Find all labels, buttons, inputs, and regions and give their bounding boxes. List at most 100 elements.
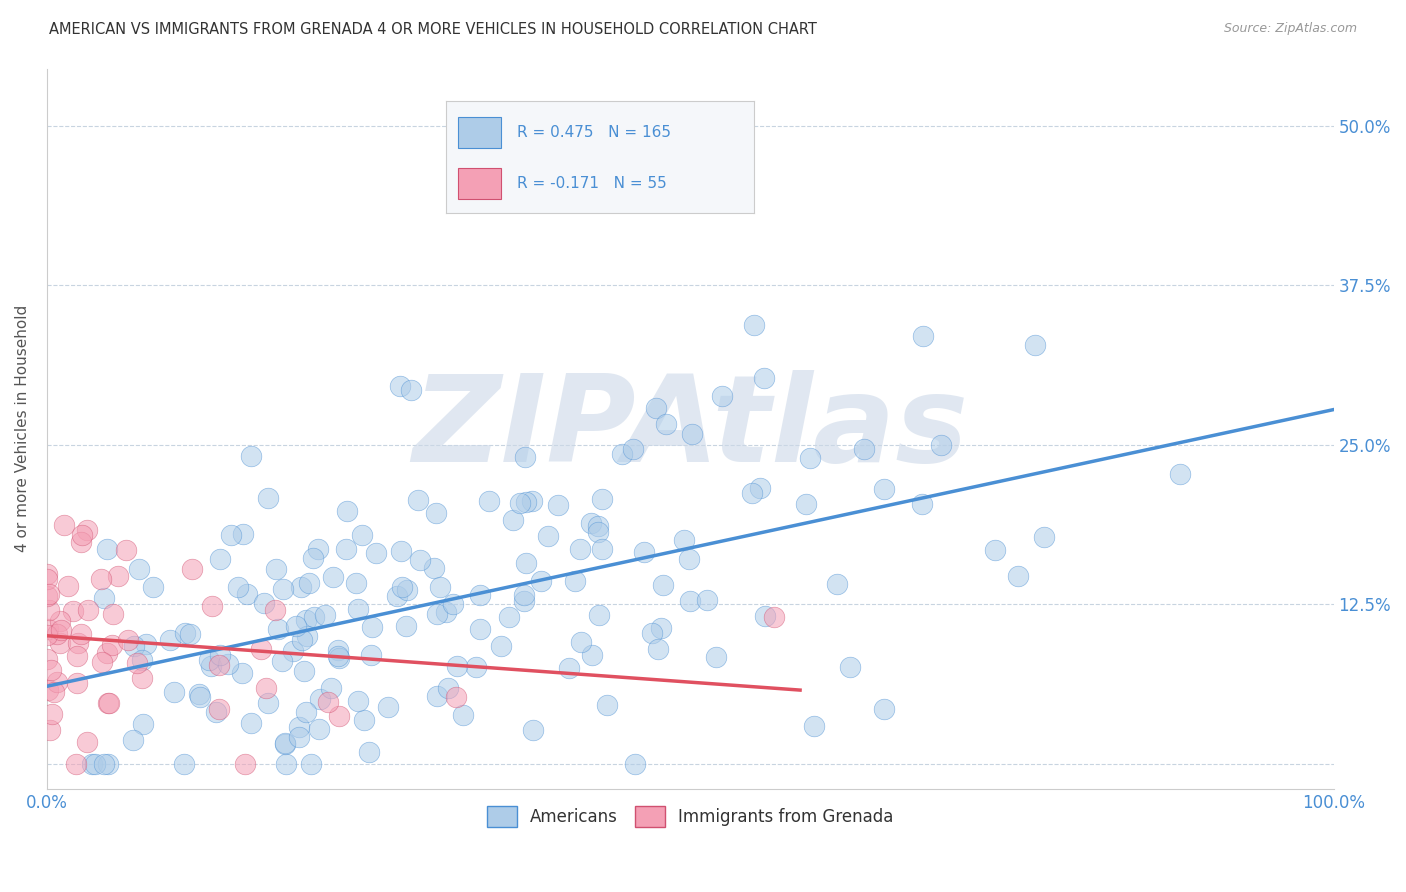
Point [641,626,664,640]
Point [655,417,678,431]
Point [678,552,700,566]
Point [35,589,58,603]
Point [219,527,242,541]
Point [179,627,201,641]
Point [588,608,610,623]
Point [121,733,143,747]
Point [509,496,531,510]
Point [209,552,232,566]
Point [65,756,87,771]
Point [62,604,84,618]
Point [231,666,253,681]
Point [37,572,59,586]
Point [66,636,89,650]
Point [181,561,204,575]
Point [276,756,298,771]
Point [322,570,344,584]
Point [513,450,536,464]
Point [236,587,259,601]
Point [208,701,231,715]
Point [441,597,464,611]
Point [96,646,118,660]
Point [37,622,59,636]
Point [201,599,224,614]
Point [838,660,860,674]
Point [66,648,89,663]
Point [39,723,62,737]
Point [596,698,619,712]
Point [389,544,412,558]
Point [308,722,330,736]
Point [35,628,58,642]
Point [468,622,491,636]
Point [49,614,72,628]
Point [35,652,58,666]
Point [292,664,315,678]
Point [208,648,231,662]
Point [591,541,613,556]
Point [754,370,776,384]
Point [377,699,399,714]
Point [1033,530,1056,544]
Point [754,608,776,623]
Point [299,756,322,771]
Point [696,593,718,607]
Point [56,579,79,593]
Point [233,756,256,771]
Point [679,593,702,607]
Point [271,582,294,597]
Point [298,576,321,591]
Point [498,610,520,624]
Point [38,603,60,617]
Text: AMERICAN VS IMMIGRANTS FROM GRENADA 4 OR MORE VEHICLES IN HOUSEHOLD CORRELATION : AMERICAN VS IMMIGRANTS FROM GRENADA 4 OR… [49,22,817,37]
Point [912,329,935,343]
Point [645,401,668,415]
Point [624,756,647,771]
Point [103,607,125,621]
Point [558,661,581,675]
Point [257,491,280,505]
Point [76,735,98,749]
Point [308,692,330,706]
Point [464,660,486,674]
Point [38,586,60,600]
Point [360,620,382,634]
Point [444,690,467,704]
Point [647,642,669,657]
Point [803,719,825,733]
Point [346,601,368,615]
Point [1007,568,1029,582]
Point [672,533,695,547]
Point [70,528,93,542]
Point [253,596,276,610]
Point [328,709,350,723]
Point [763,610,786,624]
Point [468,588,491,602]
Point [825,576,848,591]
Point [741,485,763,500]
Point [853,442,876,457]
Point [290,580,312,594]
Point [319,681,342,695]
Point [652,578,675,592]
Point [681,426,703,441]
Point [101,638,124,652]
Point [581,516,603,530]
Point [35,566,58,581]
Point [537,529,560,543]
Point [711,389,734,403]
Point [205,705,228,719]
Point [749,481,772,495]
Point [520,494,543,508]
Point [335,541,357,556]
Point [364,546,387,560]
Point [122,639,145,653]
Point [70,627,93,641]
Point [128,562,150,576]
Point [307,542,329,557]
Point [263,603,285,617]
Point [37,683,59,698]
Point [159,632,181,647]
Point [586,525,609,540]
Point [239,716,262,731]
